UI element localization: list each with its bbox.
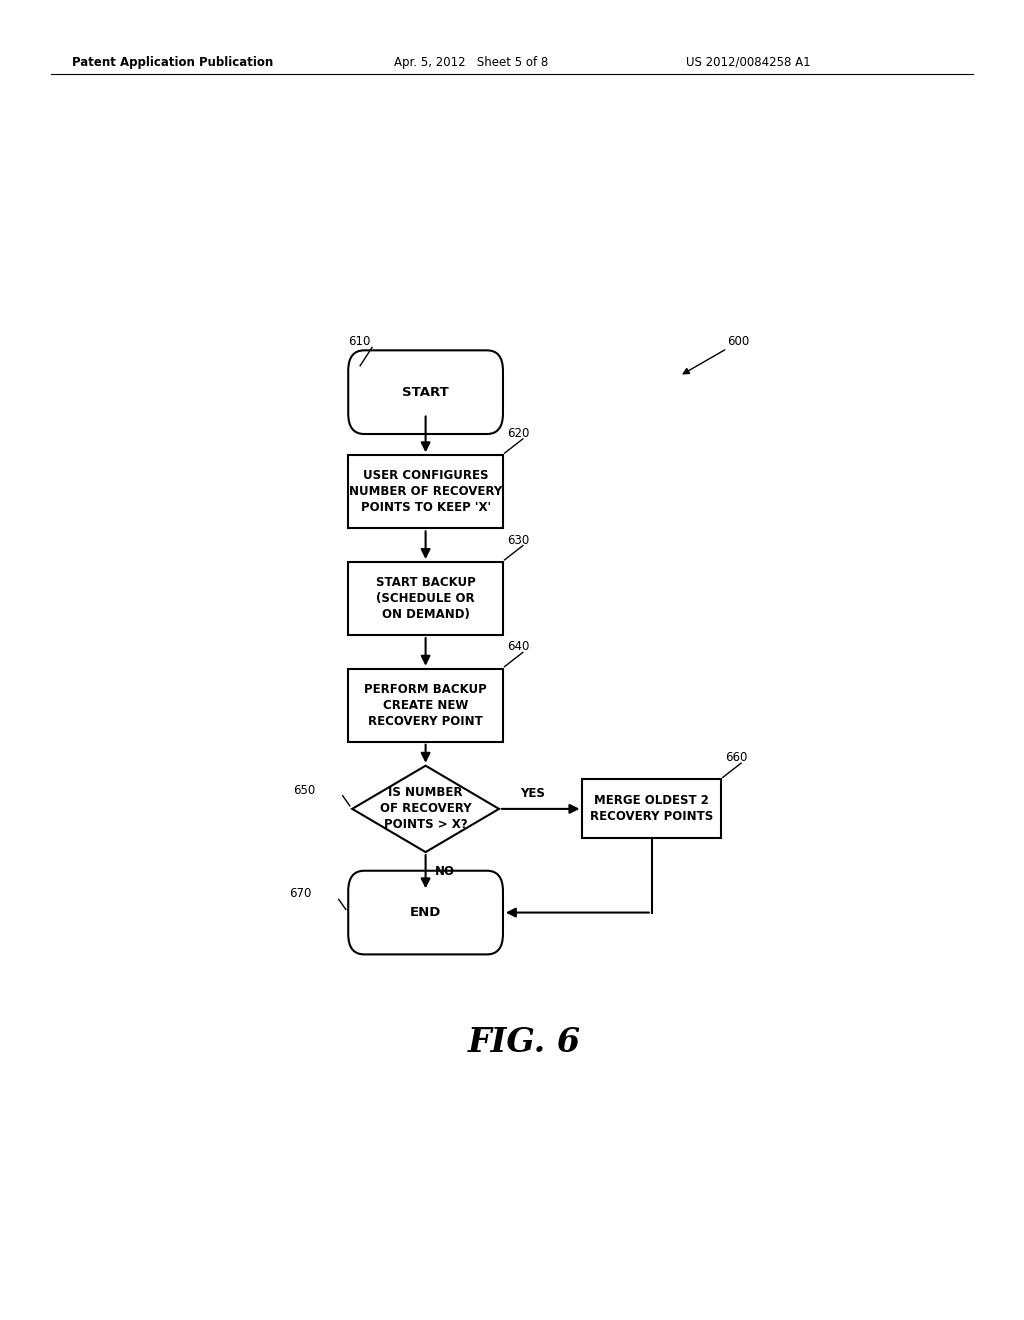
FancyBboxPatch shape [348, 350, 503, 434]
Bar [348, 669, 503, 742]
Text: 640: 640 [507, 640, 529, 653]
Text: 610: 610 [348, 335, 371, 348]
Bar [583, 779, 721, 838]
Text: PERFORM BACKUP
CREATE NEW
RECOVERY POINT: PERFORM BACKUP CREATE NEW RECOVERY POINT [365, 682, 487, 727]
Text: IS NUMBER
OF RECOVERY
POINTS > X?: IS NUMBER OF RECOVERY POINTS > X? [380, 787, 471, 832]
Text: 620: 620 [507, 426, 529, 440]
Text: 650: 650 [293, 784, 315, 797]
Text: START: START [402, 385, 449, 399]
Bar [348, 562, 503, 635]
Text: Apr. 5, 2012   Sheet 5 of 8: Apr. 5, 2012 Sheet 5 of 8 [394, 55, 549, 69]
Text: 670: 670 [289, 887, 311, 900]
Text: 660: 660 [725, 751, 748, 764]
Bar [348, 455, 503, 528]
Text: START BACKUP
(SCHEDULE OR
ON DEMAND): START BACKUP (SCHEDULE OR ON DEMAND) [376, 576, 475, 620]
Text: MERGE OLDEST 2
RECOVERY POINTS: MERGE OLDEST 2 RECOVERY POINTS [590, 795, 714, 824]
Text: END: END [410, 906, 441, 919]
FancyBboxPatch shape [348, 871, 503, 954]
Text: US 2012/0084258 A1: US 2012/0084258 A1 [686, 55, 811, 69]
Text: NO: NO [435, 865, 455, 878]
Text: YES: YES [520, 787, 545, 800]
Polygon shape [352, 766, 499, 853]
Text: 600: 600 [727, 335, 750, 348]
Text: 630: 630 [507, 533, 529, 546]
Text: Patent Application Publication: Patent Application Publication [72, 55, 273, 69]
Text: USER CONFIGURES
NUMBER OF RECOVERY
POINTS TO KEEP 'X': USER CONFIGURES NUMBER OF RECOVERY POINT… [349, 470, 502, 515]
Text: FIG. 6: FIG. 6 [468, 1026, 582, 1059]
